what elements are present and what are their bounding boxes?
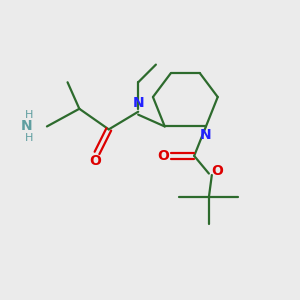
Text: O: O: [90, 154, 101, 168]
Text: N: N: [20, 119, 32, 134]
Text: N: N: [200, 128, 212, 142]
Text: N: N: [132, 97, 144, 110]
Text: O: O: [157, 149, 169, 163]
Text: H: H: [25, 110, 34, 120]
Text: H: H: [25, 133, 34, 142]
Text: O: O: [211, 164, 223, 178]
